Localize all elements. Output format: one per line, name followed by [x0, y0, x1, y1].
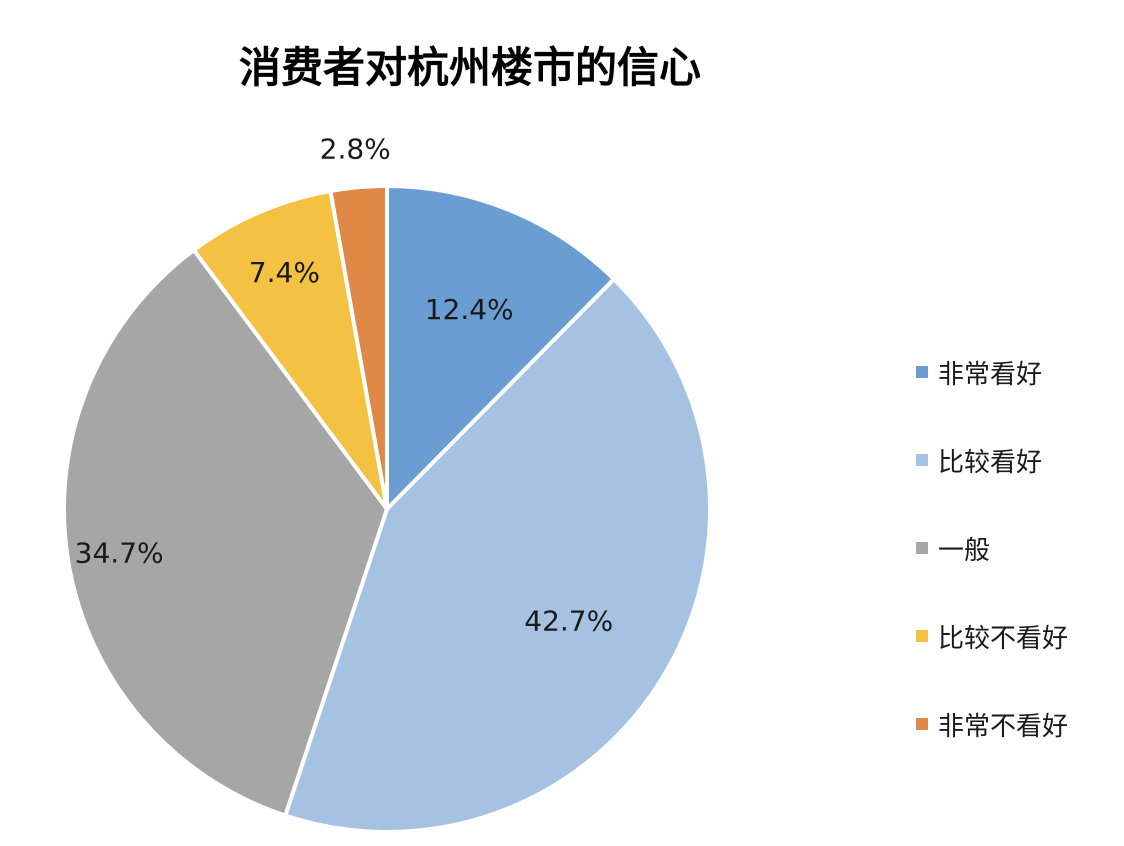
legend-swatch — [916, 542, 928, 554]
data-label-positive: 42.7% — [524, 604, 613, 637]
legend-item-positive: 比较看好 — [916, 416, 1068, 504]
chart-title: 消费者对杭州楼市的信心 — [238, 43, 701, 92]
data-label-very-negative: 2.8% — [320, 133, 391, 166]
legend-label: 比较看好 — [938, 447, 1043, 478]
pie-slice-very-positive — [385, 184, 616, 511]
legend-label: 非常不看好 — [938, 711, 1069, 742]
pie-chart: 12.4% 42.7% 34.7% 7.4% 2.8% — [62, 133, 712, 834]
legend-item-neutral: 一般 — [916, 504, 1068, 592]
legend-label: 比较不看好 — [938, 623, 1069, 654]
legend-item-very-positive: 非常看好 — [916, 328, 1068, 416]
legend: 非常看好比较看好一般比较不看好非常不看好 — [916, 328, 1068, 768]
legend-item-very-negative: 非常不看好 — [916, 680, 1068, 768]
pie-slice-neutral — [62, 248, 389, 818]
legend-item-negative: 比较不看好 — [916, 592, 1068, 680]
pie-slice-very-negative — [328, 184, 389, 511]
data-label-neutral: 34.7% — [75, 536, 164, 569]
legend-swatch — [916, 366, 928, 378]
legend-swatch — [916, 718, 928, 730]
pie-slice-negative — [191, 188, 389, 511]
legend-label: 非常看好 — [938, 359, 1043, 390]
data-label-very-positive: 12.4% — [425, 293, 514, 326]
pie-slice-positive — [283, 277, 712, 834]
legend-label: 一般 — [938, 535, 991, 566]
legend-swatch — [916, 454, 928, 466]
legend-swatch — [916, 630, 928, 642]
data-label-negative: 7.4% — [249, 256, 320, 289]
